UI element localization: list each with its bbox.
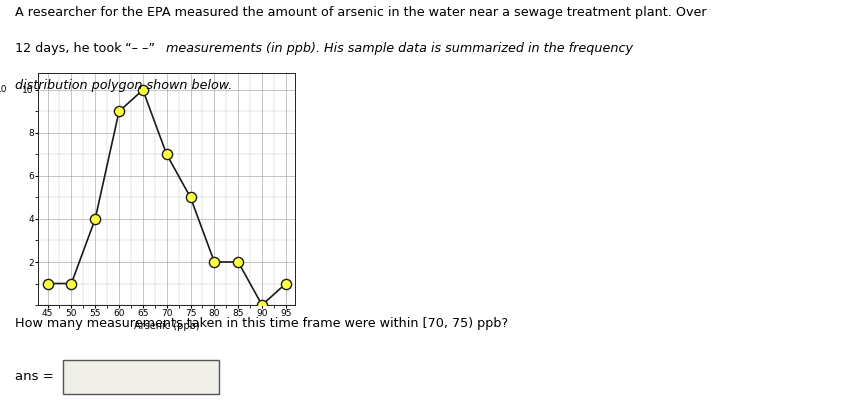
Point bbox=[41, 280, 54, 287]
Point bbox=[65, 280, 78, 287]
Point bbox=[208, 259, 221, 265]
Point bbox=[89, 216, 102, 222]
Text: “– –”: “– –” bbox=[125, 42, 155, 55]
Point bbox=[279, 280, 293, 287]
Point bbox=[112, 108, 126, 115]
Text: A researcher for the EPA measured the amount of arsenic in the water near a sewa: A researcher for the EPA measured the am… bbox=[15, 6, 706, 19]
Text: 12 days, he took: 12 days, he took bbox=[15, 42, 126, 55]
Point bbox=[255, 302, 268, 308]
Text: distribution polygon shown below.: distribution polygon shown below. bbox=[15, 79, 232, 92]
Point bbox=[184, 194, 197, 201]
Text: measurements (in ppb). His sample data is summarized in the frequency: measurements (in ppb). His sample data i… bbox=[162, 42, 633, 55]
Text: ans =: ans = bbox=[15, 370, 54, 383]
Point bbox=[160, 151, 173, 158]
X-axis label: Arsenic (ppb): Arsenic (ppb) bbox=[134, 321, 199, 331]
Text: How many measurements taken in this time frame were within [70, 75) ppb?: How many measurements taken in this time… bbox=[15, 317, 508, 330]
Point bbox=[231, 259, 245, 265]
Point bbox=[136, 87, 149, 93]
Text: 10: 10 bbox=[0, 85, 7, 95]
